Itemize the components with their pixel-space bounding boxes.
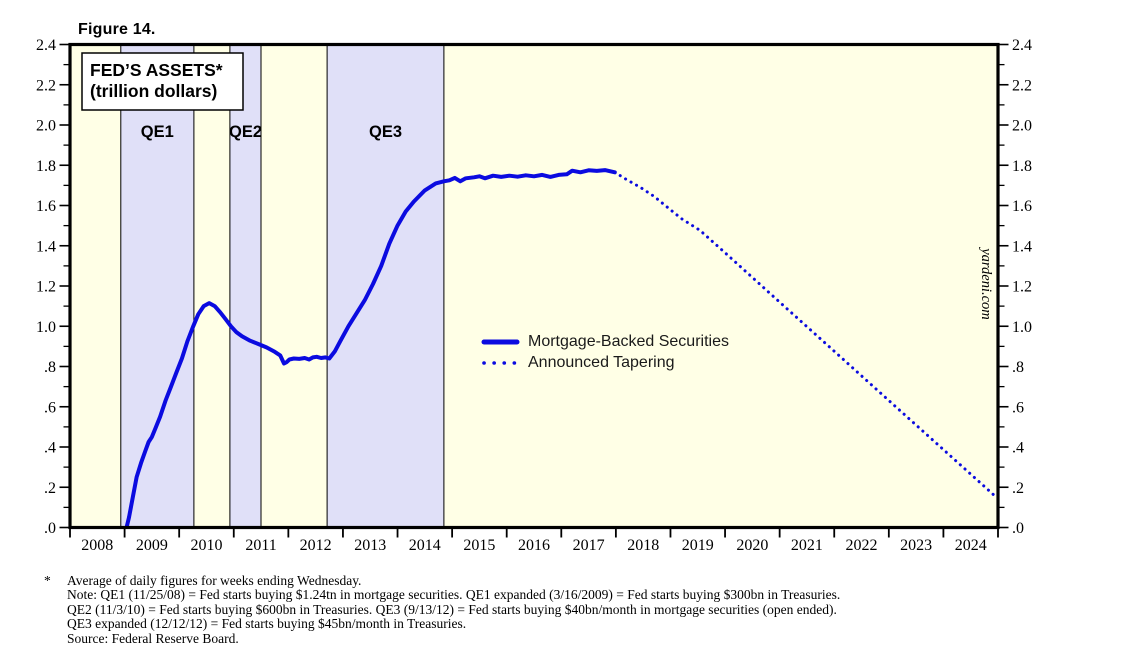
x-year-label: 2021: [791, 537, 823, 554]
legend-item-tapering: Announced Tapering: [480, 354, 729, 372]
chart-title: FED’S ASSETS*: [90, 60, 223, 80]
x-year-label: 2023: [900, 537, 932, 554]
x-year-label: 2011: [245, 537, 276, 554]
y-tick-label-right: 1.8: [1012, 158, 1032, 175]
y-tick-label-right: 2.2: [1012, 77, 1032, 94]
y-tick-label-left: 2.2: [36, 77, 56, 94]
watermark-text: yardeni.com: [978, 246, 994, 320]
y-tick-label-left: 2.0: [36, 118, 56, 135]
x-year-label: 2016: [518, 537, 550, 554]
x-year-label: 2013: [354, 537, 386, 554]
y-tick-label-right: .8: [1012, 359, 1024, 376]
legend: Mortgage-Backed Securities Announced Tap…: [480, 333, 729, 372]
y-tick-label-right: .2: [1012, 480, 1024, 497]
footnote-line: Source: Federal Reserve Board.: [67, 630, 239, 646]
y-tick-label-left: .2: [44, 480, 56, 497]
x-year-label: 2020: [736, 537, 768, 554]
qe-band-label: QE3: [369, 123, 402, 141]
legend-item-mbs: Mortgage-Backed Securities: [480, 333, 729, 351]
y-tick-label-right: 2.0: [1012, 118, 1032, 135]
x-year-label: 2009: [136, 537, 168, 554]
y-tick-label-right: 1.0: [1012, 319, 1032, 336]
figure-label: Figure 14.: [78, 21, 156, 38]
x-year-label: 2015: [463, 537, 495, 554]
footnote-line: Note: QE1 (11/25/08) = Fed starts buying…: [67, 587, 841, 603]
x-year-label: 2010: [191, 537, 223, 554]
chart-canvas: QE1 QE2 QE3 .0 .0 .2 .2 .4 .4 .6 .6 .8 .8 1.0 1.0 1.2 1…: [36, 37, 1032, 554]
plot-frame: [68, 42, 1000, 530]
solid-line-swatch-icon: [481, 339, 520, 345]
qe-band: [326, 44, 445, 528]
y-tick-label-left: .8: [44, 359, 56, 376]
y-tick-label-left: 1.2: [36, 279, 56, 296]
y-tick-label-left: .4: [44, 440, 56, 457]
y-tick-label-left: 1.4: [36, 238, 56, 255]
y-tick-label-right: .0: [1012, 520, 1024, 537]
footnote-line: QE2 (11/3/10) = Fed starts buying $600bn…: [67, 601, 837, 617]
footnote-line: Average of daily figures for weeks endin…: [67, 573, 362, 588]
legend-label: Announced Tapering: [528, 354, 675, 371]
x-year-label: 2019: [682, 537, 714, 554]
qe-band-label: QE1: [141, 123, 174, 141]
x-year-label: 2012: [300, 537, 332, 554]
y-tick-label-left: 1.8: [36, 158, 56, 175]
footnotes: * Average of daily figures for weeks end…: [44, 573, 841, 646]
footnote-lines: Average of daily figures for weeks endin…: [67, 573, 841, 646]
qe-bands-layer: QE1 QE2 QE3: [120, 44, 445, 528]
chart-subtitle: (trillion dollars): [90, 81, 217, 101]
x-year-label: 2018: [627, 537, 659, 554]
qe-band: [229, 44, 262, 528]
y-tick-label-right: .6: [1012, 399, 1024, 416]
y-tick-label-left: .0: [44, 520, 56, 537]
x-year-label: 2008: [81, 537, 113, 554]
x-year-label: 2014: [409, 537, 441, 554]
legend-label: Mortgage-Backed Securities: [528, 333, 729, 350]
dotted-line-swatch-icon: [482, 361, 520, 365]
y-tick-label-right: 1.6: [1012, 198, 1032, 215]
y-tick-label-right: 1.4: [1012, 238, 1032, 255]
y-tick-label-left: .6: [44, 399, 56, 416]
x-year-label: 2017: [573, 537, 605, 554]
plot-background: [70, 44, 998, 528]
y-tick-label-left: 2.4: [36, 37, 56, 54]
footnote-asterisk: *: [44, 573, 51, 588]
series-layer: [124, 168, 997, 529]
chart-title-box: FED’S ASSETS* (trillion dollars): [81, 52, 244, 111]
y-tick-label-right: 2.4: [1012, 37, 1032, 54]
y-tick-label-left: 1.6: [36, 198, 56, 215]
y-tick-label-left: 1.0: [36, 319, 56, 336]
axes-layer: .0 .0 .2 .2 .4 .4 .6 .6 .8 .8 1.0 1.0 1.2 1.2 1.4 1.4 1.…: [36, 37, 1032, 554]
x-year-label: 2022: [846, 537, 878, 554]
y-tick-label-right: .4: [1012, 440, 1024, 457]
y-tick-label-right: 1.2: [1012, 279, 1032, 296]
qe-band: [120, 44, 195, 528]
footnote-line: QE3 expanded (12/12/12) = Fed starts buy…: [67, 616, 467, 632]
qe-band-label: QE2: [229, 123, 262, 141]
mbs-line: [124, 168, 617, 529]
x-year-label: 2024: [955, 537, 987, 554]
